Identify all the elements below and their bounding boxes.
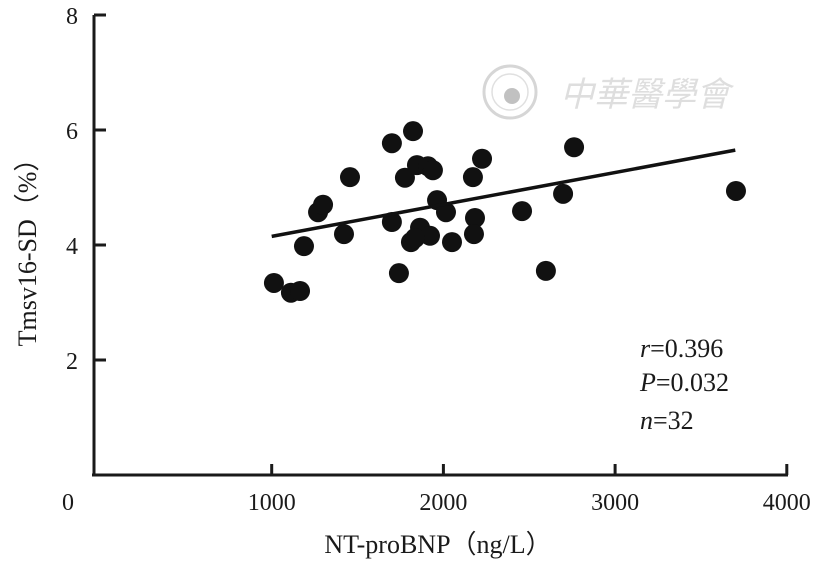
n-value: =32 <box>653 406 694 435</box>
ticks: 0 1000 2000 3000 4000 2 4 6 8 <box>62 4 811 516</box>
data-point <box>293 236 314 257</box>
x-tick-label: 2000 <box>419 490 467 516</box>
data-point <box>403 121 424 142</box>
trendline <box>271 148 736 239</box>
data-point <box>435 202 456 223</box>
x-tick-label: 3000 <box>591 490 639 516</box>
x-tick-label: 1000 <box>248 490 296 516</box>
y-tick-label: 2 <box>66 349 78 375</box>
y-tick-label: 8 <box>66 4 78 30</box>
x-tick-label: 0 <box>62 490 74 516</box>
y-tick-label: 4 <box>66 234 78 260</box>
data-point <box>313 194 334 215</box>
data-point <box>405 228 426 249</box>
r-value: =0.396 <box>650 334 723 363</box>
data-point <box>535 260 556 281</box>
watermark-text: 中華醫學會 <box>560 77 735 114</box>
data-point <box>441 232 462 253</box>
trendline-group <box>271 148 736 239</box>
data-point <box>553 183 574 204</box>
data-point <box>472 148 493 169</box>
r-annotation: r=0.396 <box>640 334 723 363</box>
data-point <box>420 225 441 246</box>
y-tick-label: 6 <box>66 119 78 145</box>
data-point <box>339 167 360 188</box>
x-tick-label: 4000 <box>763 490 811 516</box>
data-point <box>564 137 585 158</box>
data-point <box>725 180 746 201</box>
r-symbol: r <box>640 334 651 363</box>
n-annotation: n=32 <box>640 406 694 435</box>
data-point <box>422 160 443 181</box>
data-point <box>290 281 311 301</box>
data-point <box>512 201 533 222</box>
data-point <box>263 272 284 293</box>
p-symbol: P <box>639 368 656 397</box>
data-point <box>381 133 402 154</box>
data-point <box>381 212 402 232</box>
p-value: =0.032 <box>656 368 729 397</box>
data-point <box>464 207 485 228</box>
data-point <box>333 224 354 245</box>
data-point <box>394 167 415 188</box>
data-point <box>388 263 409 284</box>
y-axis-label: Tmsv16-SD（%） <box>13 146 42 347</box>
x-axis-label: NT-proBNP（ng/L） <box>324 530 551 559</box>
data-points <box>263 121 746 303</box>
data-point <box>463 224 484 245</box>
watermark-logo: 中華醫學會 <box>482 64 735 120</box>
n-symbol: n <box>640 406 653 435</box>
data-point <box>462 167 483 188</box>
p-annotation: P=0.032 <box>639 368 729 397</box>
